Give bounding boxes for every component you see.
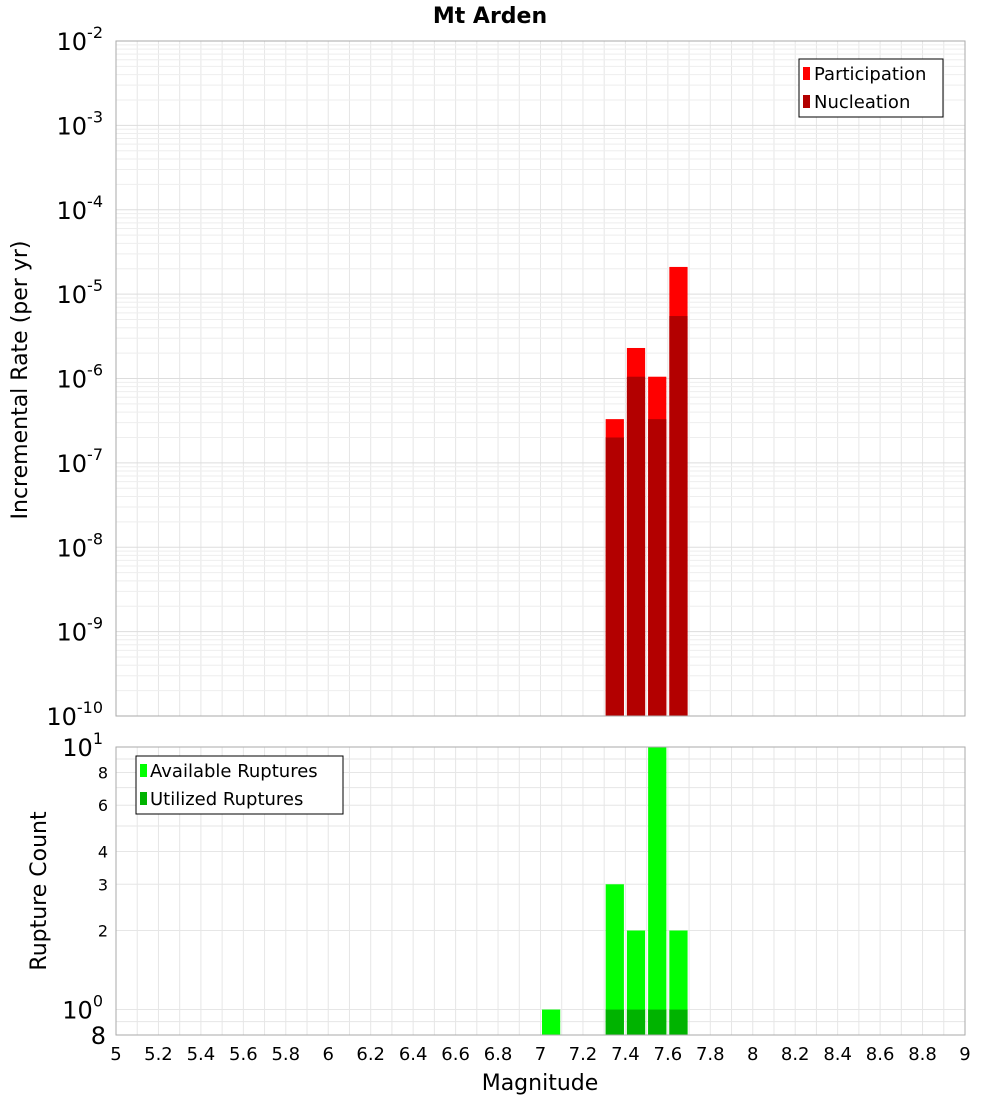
x-tick-label: 8.8 <box>908 1044 937 1065</box>
bottom-bar-available-ruptures <box>542 1009 561 1035</box>
y-tick-label: 4 <box>98 842 108 861</box>
y-tick-label: 10-8 <box>57 529 104 562</box>
y-tick-label: 2 <box>98 922 108 941</box>
x-tick-label: 7.4 <box>611 1044 640 1065</box>
x-tick-label: 8.4 <box>823 1044 852 1065</box>
y-tick-label: 10-9 <box>57 614 104 647</box>
y-tick-label: 10-5 <box>57 276 104 309</box>
top-y-axis-title: Incremental Rate (per yr) <box>8 241 33 520</box>
y-tick-label: 10-2 <box>57 23 104 56</box>
bottom-bar-utilized-ruptures <box>648 1009 667 1035</box>
legend-label-participation: Participation <box>814 64 926 85</box>
x-tick-label: 5.6 <box>229 1044 258 1065</box>
bottom-bar-available-ruptures <box>648 747 667 1035</box>
legend-swatch-available <box>140 764 147 777</box>
y-tick-label: 8 <box>91 1022 106 1050</box>
top-legend-box <box>798 58 944 118</box>
x-tick-label: 5 <box>110 1044 121 1065</box>
x-tick-label: 9 <box>959 1044 970 1065</box>
bottom-bar-utilized-ruptures <box>669 1009 688 1035</box>
x-tick-label: 7 <box>535 1044 546 1065</box>
bottom-bars <box>542 747 688 1035</box>
bottom-legend: Available Ruptures Utilized Ruptures <box>135 755 344 815</box>
x-tick-label: 6.2 <box>356 1044 385 1065</box>
x-tick-label: 7.8 <box>696 1044 725 1065</box>
bottom-bar-available-ruptures <box>626 930 646 1035</box>
top-bar-nucleation <box>669 316 688 716</box>
bottom-bar-available-ruptures <box>669 930 688 1035</box>
top-bar-nucleation <box>605 437 624 716</box>
top-bar-nucleation <box>626 376 646 716</box>
x-tick-label: 7.2 <box>569 1044 598 1065</box>
top-bar-nucleation <box>648 419 667 716</box>
y-tick-label: 10-7 <box>57 445 104 478</box>
x-tick-label: 6.8 <box>484 1044 513 1065</box>
y-tick-label: 101 <box>62 729 103 762</box>
x-tick-label: 6.4 <box>399 1044 428 1065</box>
x-tick-label: 8 <box>747 1044 758 1065</box>
top-y-ticks: 10-10 10-9 10-8 10-7 10-6 10-5 10-4 10-3 10-2 <box>46 23 103 731</box>
top-panel: 10-10 10-9 10-8 10-7 10-6 10-5 10-4 10-3 10-2 In… <box>8 23 966 731</box>
legend-label-utilized: Utilized Ruptures <box>150 789 303 810</box>
bottom-bar-utilized-ruptures <box>605 1009 624 1035</box>
top-plot-border <box>115 40 966 717</box>
top-bars <box>605 266 688 716</box>
x-tick-label: 5.4 <box>187 1044 216 1065</box>
x-tick-label: 8.6 <box>866 1044 895 1065</box>
legend-label-nucleation: Nucleation <box>814 92 910 113</box>
legend-label-available: Available Ruptures <box>150 761 318 782</box>
x-tick-label: 6 <box>323 1044 334 1065</box>
y-tick-label: 10-4 <box>57 192 104 225</box>
x-ticks: 5 5.2 5.4 5.6 5.8 6 6.2 6.4 6.6 6.8 7 7.2 7.4 7.6 7.8 8… <box>110 1044 970 1065</box>
y-tick-label: 6 <box>98 796 108 815</box>
x-tick-label: 8.2 <box>781 1044 810 1065</box>
x-tick-label: 7.6 <box>654 1044 683 1065</box>
legend-swatch-participation <box>803 67 810 80</box>
y-tick-label: 3 <box>98 875 108 894</box>
y-tick-label: 10-3 <box>57 107 104 140</box>
x-tick-label: 6.6 <box>441 1044 470 1065</box>
bottom-bar-available-ruptures <box>605 884 624 1035</box>
x-tick-label: 5.8 <box>271 1044 300 1065</box>
y-tick-label: 8 <box>98 763 108 782</box>
x-tick-label: 5.2 <box>144 1044 173 1065</box>
bottom-plot-border <box>115 746 966 1036</box>
legend-swatch-utilized <box>140 792 147 805</box>
top-grid <box>116 41 965 717</box>
bottom-y-axis-title: Rupture Count <box>27 811 52 971</box>
top-legend: Participation Nucleation <box>798 58 944 118</box>
y-tick-label: 100 <box>62 992 103 1025</box>
bottom-legend-box <box>135 755 344 815</box>
bottom-bar-utilized-ruptures <box>626 1009 646 1035</box>
legend-swatch-nucleation <box>803 95 810 108</box>
y-tick-label: 10-6 <box>57 361 104 394</box>
chart-title: Mt Arden <box>433 4 547 29</box>
y-tick-label: 10-10 <box>46 698 103 731</box>
x-axis-title: Magnitude <box>482 1071 599 1096</box>
